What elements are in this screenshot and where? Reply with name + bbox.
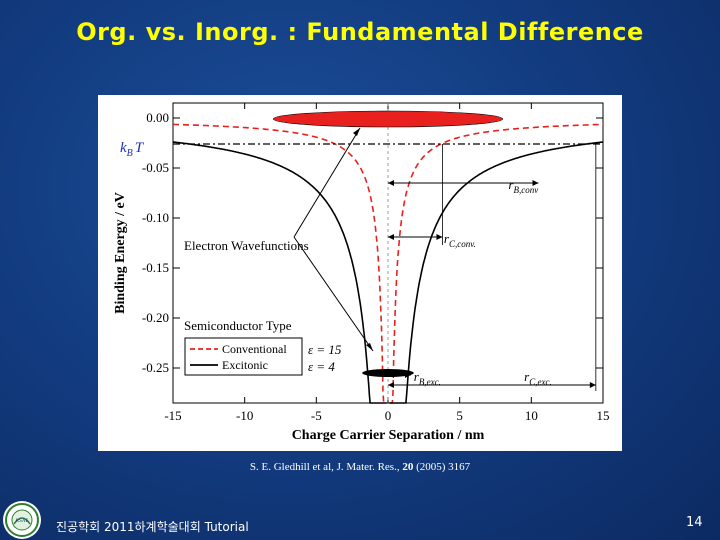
logo-text: KSAE — [15, 519, 28, 524]
y-tick-label: -0.10 — [142, 210, 169, 225]
x-tick-label: 10 — [525, 408, 538, 423]
binding-energy-chart: -15 -10 -5 0 5 10 15 0.00 -0.05 -0.10 -0.15 -0.20 -0… — [113, 102, 610, 443]
page-number: 14 — [686, 515, 703, 530]
legend-conventional-label: Conventional — [222, 342, 287, 356]
wavefunction-label-bg — [180, 235, 340, 254]
rC-conv-label: rC,conv. — [444, 231, 476, 249]
y-tick-label: -0.20 — [142, 310, 169, 325]
wavefunction-arrow-head-2 — [366, 343, 373, 351]
citation: S. E. Gledhill et al, J. Mater. Res., 20… — [0, 461, 720, 473]
rB-exc-arrow-head-right — [404, 372, 411, 378]
x-tick-label: -10 — [236, 408, 253, 423]
kT-label: kB T — [120, 140, 145, 159]
x-tick-label: 0 — [385, 408, 392, 423]
legend-conventional-epsilon: ε = 15 — [308, 342, 342, 357]
rC-conv-arrow-head-right — [436, 234, 443, 240]
x-tick-label: 15 — [597, 408, 610, 423]
rC-exc-arrow-head-right — [589, 382, 596, 388]
rB-exc-label: rB,exc. — [414, 369, 441, 387]
rB-exc-arrow-head-left — [388, 372, 394, 378]
citation-volume: 20 — [402, 461, 414, 473]
y-tick-label: -0.15 — [142, 260, 169, 275]
excitonic-curve — [172, 141, 604, 404]
legend-excitonic-epsilon: ε = 4 — [308, 359, 335, 374]
rC-exc-label: rC,exc. — [524, 369, 552, 387]
x-axis-label: Charge Carrier Separation / nm — [292, 428, 485, 443]
legend-title: Semiconductor Type — [184, 318, 292, 333]
wavefunction-arrow-line — [293, 127, 361, 238]
chart-figure: -15 -10 -5 0 5 10 15 0.00 -0.05 -0.10 -0.15 -0.20 -0… — [98, 95, 622, 451]
citation-suffix: (2005) 3167 — [413, 461, 471, 473]
rB-conv-arrow-head-right — [532, 180, 539, 186]
y-tick-label: 0.00 — [146, 110, 169, 125]
rB-conv-label: rB,conv — [508, 177, 538, 195]
legend-excitonic-label: Excitonic — [222, 358, 268, 372]
footer-event-text: 진공학회 2011하계학술대회 Tutorial — [56, 520, 249, 534]
y-tick-label: -0.05 — [142, 160, 169, 175]
y-tick-label: -0.25 — [142, 360, 169, 375]
y-axis-label: Binding Energy / eV — [113, 192, 128, 314]
conventional-wavefunction — [273, 110, 503, 128]
wavefunction-arrow-line-2 — [293, 236, 374, 352]
rC-conv-arrow-head-left — [388, 234, 394, 240]
radius-annotations: rB,conv rC,conv. rB,exc. rC,exc. — [388, 144, 597, 391]
legend-box — [184, 337, 303, 376]
citation-prefix: S. E. Gledhill et al, J. Mater. Res., — [249, 461, 403, 473]
conventional-curve — [173, 123, 603, 404]
rC-exc-arrow-head-left — [388, 382, 394, 388]
x-tick-label: 5 — [456, 408, 463, 423]
x-tick-label: -5 — [311, 408, 322, 423]
slide-title: Org. vs. Inorg. : Fundamental Difference — [76, 18, 644, 46]
society-logo: KSAE — [3, 501, 41, 539]
wavefunction-arrow-head — [353, 128, 360, 136]
wavefunction-label: Electron Wavefunctions — [184, 238, 309, 253]
legend-title-bg — [180, 317, 340, 333]
legend: Semiconductor Type Conventional Excitoni… — [180, 317, 342, 376]
x-tick-label: -15 — [164, 408, 181, 423]
rB-conv-arrow-head-left — [388, 180, 394, 186]
